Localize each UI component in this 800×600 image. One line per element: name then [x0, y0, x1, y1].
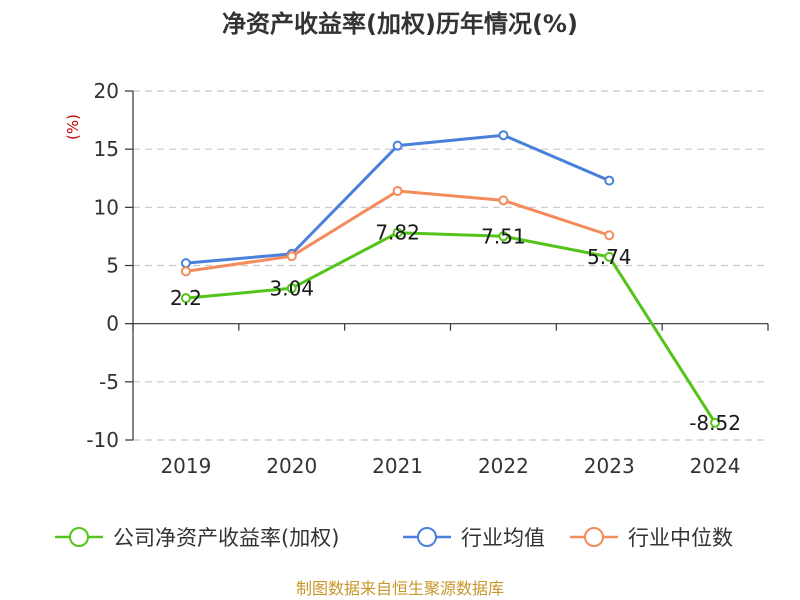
chart-title: 净资产收益率(加权)历年情况(%) [222, 10, 578, 38]
x-tick-label: 2019 [160, 454, 211, 478]
axes: 20 15 10 5 0 -5 -10 2019 2020 2021 2022 2023 2024 [86, 79, 769, 478]
legend-item[interactable]: 行业中位数 [570, 526, 733, 550]
y-tick-label: 15 [94, 137, 119, 161]
x-tick-label: 2022 [478, 454, 529, 478]
x-tick-label: 2024 [690, 454, 741, 478]
series-0 [180, 227, 721, 428]
x-tick-label: 2023 [584, 454, 635, 478]
y-tick-label: 5 [106, 254, 119, 278]
grid-lines [133, 90, 768, 441]
legend-label: 行业中位数 [628, 526, 733, 550]
source-note: 制图数据来自恒生聚源数据库 [296, 579, 504, 598]
data-label: 2.2 [170, 286, 202, 310]
y-tick-label: -5 [99, 370, 119, 394]
data-point[interactable] [286, 283, 297, 294]
data-point[interactable] [498, 195, 509, 206]
data-label: 7.82 [375, 221, 420, 245]
data-point[interactable] [498, 231, 509, 242]
legend[interactable]: 公司净资产收益率(加权) 行业均值 行业中位数 [55, 526, 733, 550]
x-tick-label: 2020 [266, 454, 317, 478]
x-tick-label: 2021 [372, 454, 423, 478]
data-point[interactable] [604, 251, 615, 262]
y-axis-unit-label: (%) [64, 114, 82, 140]
data-point[interactable] [604, 230, 615, 241]
y-tick-label: 10 [94, 195, 119, 219]
y-tick-label: 20 [94, 79, 119, 103]
series-1 [180, 130, 615, 269]
legend-item[interactable]: 行业均值 [403, 526, 545, 550]
data-point[interactable] [392, 186, 403, 197]
data-point[interactable] [710, 417, 721, 428]
legend-marker [417, 527, 437, 547]
data-point[interactable] [180, 293, 191, 304]
legend-marker [69, 527, 89, 547]
data-labels: 2.2 3.04 7.82 7.51 5.74 -8.52 [170, 221, 741, 435]
data-point[interactable] [392, 140, 403, 151]
data-point[interactable] [604, 175, 615, 186]
data-point[interactable] [180, 258, 191, 269]
data-label: 5.74 [587, 245, 632, 269]
data-point[interactable] [286, 251, 297, 262]
y-tick-label: -10 [86, 428, 119, 452]
legend-item[interactable]: 公司净资产收益率(加权) [55, 526, 339, 550]
y-tick-label: 0 [106, 312, 119, 336]
data-point[interactable] [392, 227, 403, 238]
legend-label: 公司净资产收益率(加权) [113, 526, 339, 550]
data-label: 3.04 [269, 276, 314, 300]
series-lines [180, 130, 721, 428]
legend-label: 行业均值 [461, 526, 545, 550]
legend-marker [584, 527, 604, 547]
series-2 [180, 186, 615, 277]
series-line [185, 231, 717, 424]
data-label: 7.51 [481, 224, 526, 248]
data-label: -8.52 [689, 411, 741, 435]
data-point[interactable] [180, 266, 191, 277]
data-point[interactable] [498, 130, 509, 141]
